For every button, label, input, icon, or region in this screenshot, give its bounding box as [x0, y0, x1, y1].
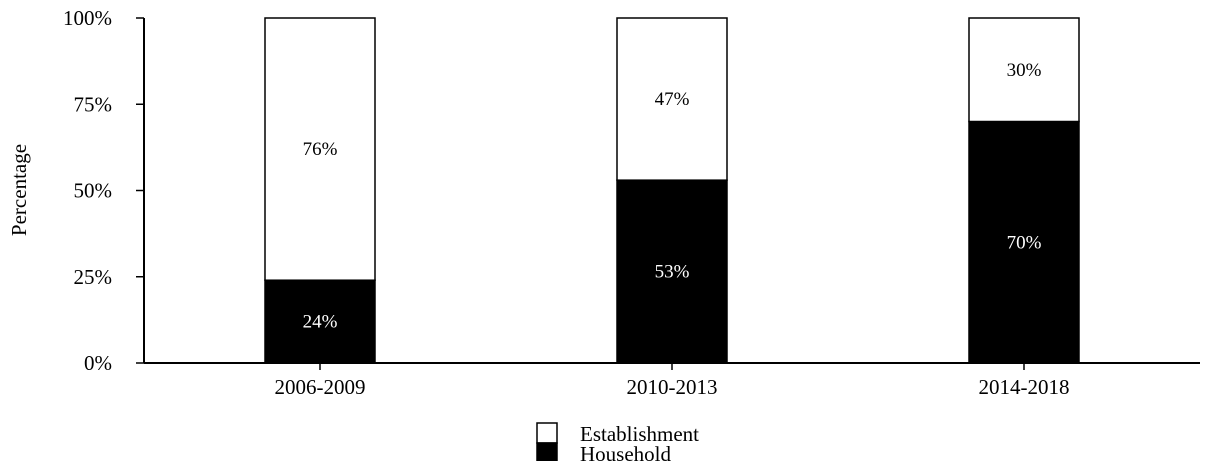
x-tick-label: 2014-2018 [979, 375, 1070, 399]
data-label: 70% [1007, 232, 1042, 253]
y-tick-label: 25% [74, 265, 113, 289]
data-label: 47% [655, 89, 690, 110]
data-label: 30% [1007, 60, 1042, 81]
x-tick-label: 2006-2009 [275, 375, 366, 399]
x-tick-label: 2010-2013 [627, 375, 718, 399]
y-tick-label: 100% [63, 6, 112, 30]
data-label: 76% [303, 139, 338, 160]
bar-establishment [616, 17, 728, 181]
data-label: 24% [303, 312, 338, 333]
legend-label: Establishment [580, 422, 699, 446]
bars: 24% 76% 53% 47% 70% 30% [264, 17, 1080, 364]
bar-household [968, 120, 1080, 364]
y-axis-title: Percentage [7, 144, 31, 236]
x-axis: 2006-2009 2010-2013 2014-2018 [144, 362, 1200, 399]
y-tick-label: 75% [74, 92, 113, 116]
legend-swatch-establishment [536, 422, 558, 444]
legend-label: Household [580, 442, 671, 461]
bar-establishment [968, 17, 1080, 123]
y-tick-label: 0% [84, 351, 112, 375]
y-axis: 0% 25% 50% 75% 100% [63, 6, 145, 375]
bar-establishment [264, 17, 376, 281]
bar-household [616, 179, 728, 364]
legend-swatch-household [536, 442, 558, 461]
y-tick-label: 50% [74, 179, 113, 203]
data-label: 53% [655, 262, 690, 283]
